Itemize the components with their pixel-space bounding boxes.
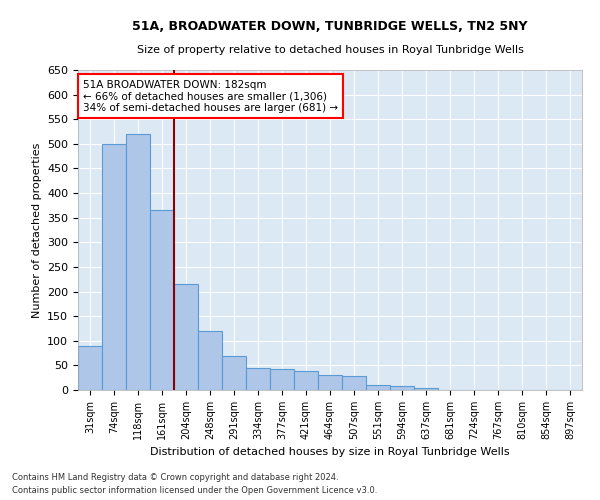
- Y-axis label: Number of detached properties: Number of detached properties: [32, 142, 41, 318]
- Text: Contains public sector information licensed under the Open Government Licence v3: Contains public sector information licen…: [12, 486, 377, 495]
- Bar: [294, 372, 318, 390]
- Bar: [198, 331, 222, 390]
- X-axis label: Distribution of detached houses by size in Royal Tunbridge Wells: Distribution of detached houses by size …: [150, 448, 510, 458]
- Bar: [126, 134, 150, 390]
- Bar: [318, 375, 342, 390]
- Bar: [102, 144, 126, 390]
- Bar: [270, 370, 294, 390]
- Text: 51A, BROADWATER DOWN, TUNBRIDGE WELLS, TN2 5NY: 51A, BROADWATER DOWN, TUNBRIDGE WELLS, T…: [132, 20, 528, 33]
- Text: Contains HM Land Registry data © Crown copyright and database right 2024.: Contains HM Land Registry data © Crown c…: [12, 474, 338, 482]
- Bar: [342, 376, 366, 390]
- Bar: [414, 388, 438, 390]
- Bar: [366, 385, 390, 390]
- Text: 51A BROADWATER DOWN: 182sqm
← 66% of detached houses are smaller (1,306)
34% of : 51A BROADWATER DOWN: 182sqm ← 66% of det…: [83, 80, 338, 113]
- Bar: [222, 356, 246, 390]
- Bar: [390, 386, 414, 390]
- Text: Size of property relative to detached houses in Royal Tunbridge Wells: Size of property relative to detached ho…: [137, 45, 523, 55]
- Bar: [78, 346, 102, 390]
- Bar: [150, 210, 174, 390]
- Bar: [174, 284, 198, 390]
- Bar: [246, 368, 270, 390]
